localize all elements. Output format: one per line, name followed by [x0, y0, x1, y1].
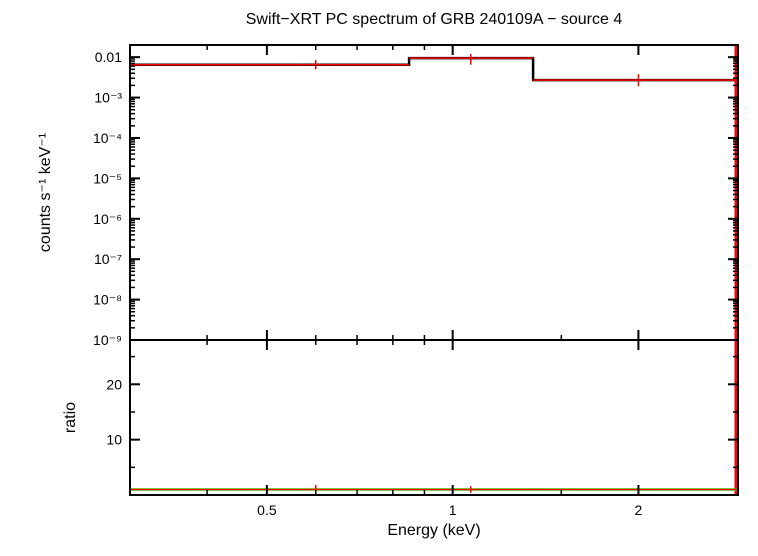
chart-title: Swift−XRT PC spectrum of GRB 240109A − s… — [246, 11, 623, 28]
chart-container: Swift−XRT PC spectrum of GRB 240109A − s… — [0, 0, 758, 556]
bottom-panel-frame — [130, 340, 738, 495]
xtick-label: 1 — [449, 502, 457, 518]
spectrum-chart: Swift−XRT PC spectrum of GRB 240109A − s… — [0, 0, 758, 556]
top-panel-frame — [130, 45, 738, 340]
ytick-label: 10⁻⁶ — [93, 211, 122, 227]
ytick-label: 10 — [106, 432, 122, 448]
ytick-label: 10⁻⁵ — [93, 170, 122, 186]
top-yaxis-label: counts s⁻¹ keV⁻¹ — [37, 133, 54, 252]
ytick-label: 10⁻⁹ — [93, 332, 122, 348]
bottom-yaxis-label: ratio — [62, 402, 79, 433]
xtick-label: 0.5 — [257, 502, 277, 518]
ytick-label: 10⁻⁴ — [93, 130, 122, 146]
xaxis-label: Energy (keV) — [387, 522, 480, 539]
ytick-label: 0.01 — [95, 49, 122, 65]
ytick-label: 10⁻⁷ — [94, 251, 122, 267]
xtick-label: 2 — [635, 502, 643, 518]
ytick-label: 20 — [106, 376, 122, 392]
ytick-label: 10⁻³ — [94, 90, 122, 106]
model-step-line — [130, 58, 738, 80]
ytick-label: 10⁻⁸ — [93, 292, 122, 308]
